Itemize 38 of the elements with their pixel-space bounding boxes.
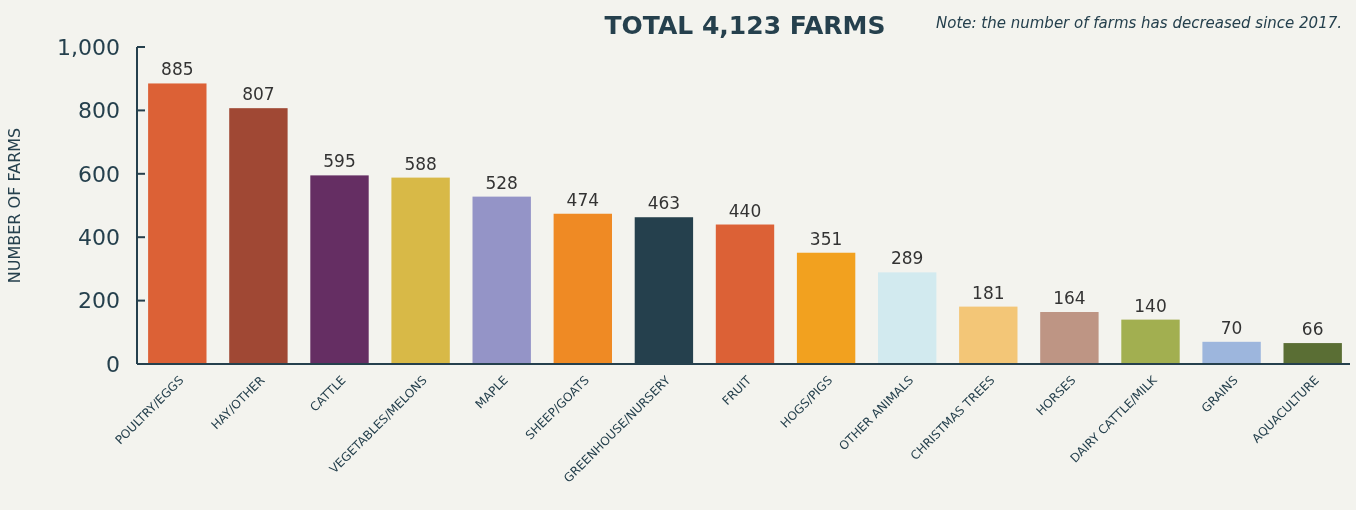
- data-label: 588: [404, 153, 437, 174]
- text: Note: the number of farms has decreased since 2017.: [936, 14, 1342, 32]
- data-label: 140: [1134, 295, 1167, 316]
- y-tick-label: 600: [78, 161, 120, 187]
- bar: [391, 177, 450, 364]
- data-label: 70: [1220, 317, 1243, 338]
- bar: [796, 252, 856, 364]
- bar: [878, 272, 937, 364]
- bar: [959, 306, 1018, 364]
- data-label: 164: [1053, 288, 1086, 309]
- bar: [1283, 343, 1342, 364]
- bar: [472, 196, 531, 364]
- bar: [1040, 312, 1099, 364]
- bar: [553, 213, 612, 364]
- y-tick-label: 0: [106, 351, 120, 377]
- bar: [715, 224, 775, 364]
- y-tick-label: 400: [78, 224, 120, 250]
- data-label: 66: [1301, 319, 1324, 340]
- data-label: 463: [647, 193, 681, 214]
- bar: [229, 108, 288, 364]
- y-tick-label: 1,000: [57, 34, 120, 60]
- bar: [148, 83, 207, 364]
- data-label: 289: [890, 248, 924, 269]
- data-label: 474: [566, 189, 600, 210]
- data-label: 181: [972, 282, 1005, 303]
- data-label: 440: [728, 200, 762, 221]
- y-tick-label: 200: [78, 288, 120, 314]
- chart-title: TOTAL 4,123 FARMS: [604, 11, 886, 40]
- y-tick-label: 800: [78, 98, 120, 124]
- bar: [1202, 341, 1261, 364]
- bar: [1121, 319, 1180, 364]
- data-label: 351: [809, 228, 843, 249]
- y-axis-title: NUMBER OF FARMS: [5, 127, 24, 284]
- bar: [310, 175, 369, 364]
- data-label: 595: [323, 151, 356, 172]
- data-label: 885: [161, 59, 194, 80]
- data-label: 528: [485, 172, 518, 193]
- data-label: 807: [242, 84, 275, 105]
